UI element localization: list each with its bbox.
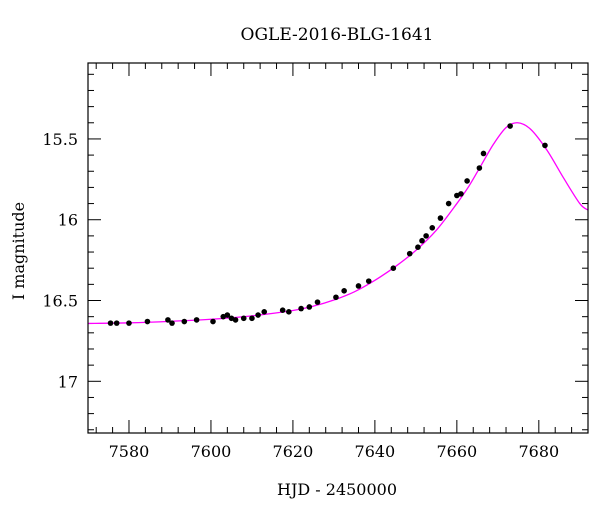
data-point xyxy=(126,320,132,326)
data-point xyxy=(542,142,548,149)
data-point xyxy=(464,178,470,184)
data-point xyxy=(144,318,151,325)
data-point xyxy=(286,309,292,315)
x-tick-label: 7620 xyxy=(273,442,314,461)
data-point xyxy=(169,320,175,326)
data-point xyxy=(480,150,487,157)
y-axis-label: I magnitude xyxy=(9,202,28,300)
data-point xyxy=(406,250,413,257)
data-point xyxy=(306,304,313,310)
data-point xyxy=(298,305,304,312)
data-point xyxy=(113,320,120,326)
y-tick-label: 15.5 xyxy=(42,130,78,149)
plot-frame xyxy=(87,62,589,434)
data-point xyxy=(476,165,483,171)
data-point xyxy=(224,312,231,318)
data-point xyxy=(458,191,464,197)
data-point xyxy=(415,244,421,250)
data-point xyxy=(314,299,321,305)
x-axis-label: HJD - 2450000 xyxy=(277,480,397,499)
x-tick-label: 7580 xyxy=(109,442,150,461)
plot-area: 7580 7600 7620 7640 7660 7680 15.5 16 16.5 17 xyxy=(42,62,589,461)
data-point xyxy=(429,225,436,231)
data-point xyxy=(445,200,452,207)
data-point xyxy=(232,317,239,323)
data-point xyxy=(365,278,372,284)
y-tick-label: 17 xyxy=(58,372,78,391)
data-point xyxy=(333,294,339,301)
y-tick-label: 16 xyxy=(58,211,78,230)
data-point xyxy=(423,233,429,239)
data-layer xyxy=(88,122,588,326)
data-point xyxy=(355,283,362,289)
x-tick-label: 7680 xyxy=(518,442,559,461)
data-point xyxy=(193,317,200,323)
data-point xyxy=(107,320,114,326)
data-point xyxy=(255,312,261,318)
x-tick-label: 7660 xyxy=(436,442,477,461)
data-point xyxy=(240,315,247,322)
data-point xyxy=(261,309,268,315)
data-point xyxy=(249,315,255,322)
data-point xyxy=(390,265,397,271)
y-tick-label: 16.5 xyxy=(42,292,78,311)
data-point xyxy=(279,307,286,314)
data-point xyxy=(181,318,188,325)
x-tick-label: 7600 xyxy=(191,442,232,461)
data-point xyxy=(341,288,347,294)
data-point xyxy=(165,317,171,323)
model-curve xyxy=(88,122,588,325)
chart-title: OGLE-2016-BLG-1641 xyxy=(241,25,434,45)
data-point xyxy=(419,237,425,244)
data-point xyxy=(507,123,513,129)
data-point xyxy=(437,215,444,221)
data-point xyxy=(210,318,216,325)
x-tick-label: 7640 xyxy=(355,442,396,461)
